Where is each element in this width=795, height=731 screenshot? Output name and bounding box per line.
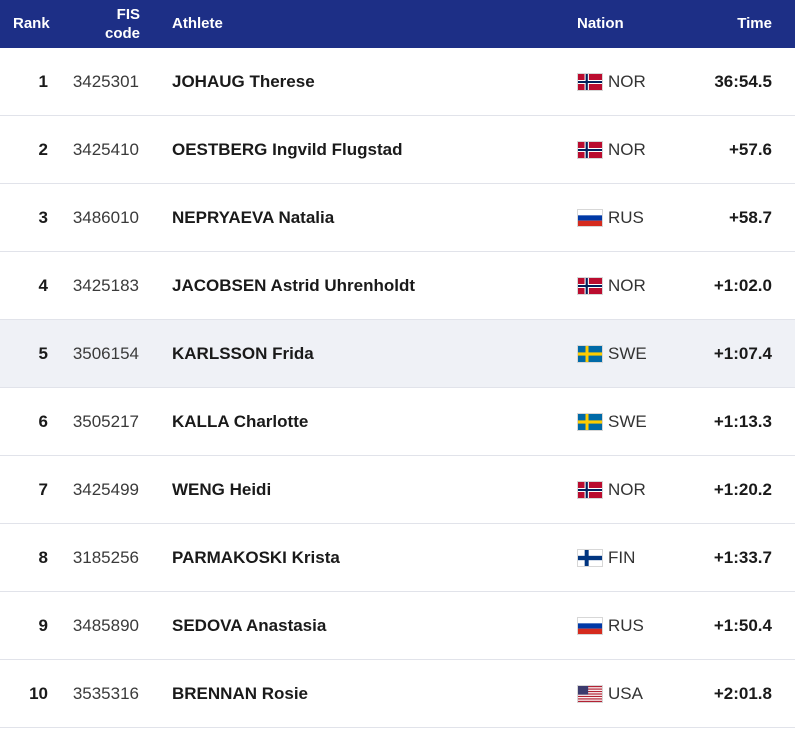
fis-code-cell: 3485890: [72, 616, 139, 635]
usa-flag-icon: [577, 685, 603, 703]
nation-code: SWE: [608, 412, 647, 431]
nation-code: NOR: [608, 276, 646, 295]
norway-flag-icon: [577, 73, 603, 91]
header-rank[interactable]: Rank: [13, 15, 50, 32]
norway-flag-icon: [577, 481, 603, 499]
time-cell: 36:54.5: [714, 72, 772, 91]
rank-cell: 8: [38, 548, 48, 567]
header-fis-code[interactable]: FIS code: [102, 5, 140, 43]
fis-code-cell: 3425183: [72, 276, 139, 295]
header-athlete[interactable]: Athlete: [172, 15, 223, 32]
athlete-name-link[interactable]: PARMAKOSKI Krista: [172, 548, 340, 567]
athlete-name-link[interactable]: OESTBERG Ingvild Flugstad: [172, 140, 403, 159]
header-nation[interactable]: Nation: [577, 15, 624, 32]
nation-code: USA: [608, 684, 643, 703]
header-fis-line1: FIS: [116, 6, 140, 23]
fis-code-cell: 3506154: [72, 344, 139, 363]
sweden-flag-icon: [577, 345, 603, 363]
table-row[interactable]: 3 3486010 NEPRYAEVA Natalia RUS +58.7: [0, 184, 795, 252]
time-cell: +2:01.8: [713, 684, 772, 703]
russia-flag-icon: [577, 617, 603, 635]
table-row[interactable]: 8 3185256 PARMAKOSKI Krista FIN +1:33.7: [0, 524, 795, 592]
table-body: 1 3425301 JOHAUG Therese NOR 36:54.5 2 342541…: [0, 48, 795, 728]
time-cell: +1:33.7: [713, 548, 772, 567]
fis-code-cell: 3486010: [72, 208, 139, 227]
time-cell: +1:20.2: [713, 480, 772, 499]
time-cell: +57.6: [728, 140, 772, 159]
table-row[interactable]: 1 3425301 JOHAUG Therese NOR 36:54.5: [0, 48, 795, 116]
fis-code-cell: 3425499: [72, 480, 139, 499]
nation-cell: NOR: [577, 480, 646, 500]
nation-code: NOR: [608, 480, 646, 499]
norway-flag-icon: [577, 141, 603, 159]
fis-code-cell: 3425410: [72, 140, 139, 159]
table-row[interactable]: 4 3425183 JACOBSEN Astrid Uhrenholdt NOR +1…: [0, 252, 795, 320]
nation-cell: NOR: [577, 276, 646, 296]
rank-cell: 1: [38, 72, 48, 91]
athlete-name-link[interactable]: JACOBSEN Astrid Uhrenholdt: [172, 276, 416, 295]
athlete-name-link[interactable]: JOHAUG Therese: [172, 72, 315, 91]
nation-cell: SWE: [577, 412, 647, 432]
fis-code-cell: 3535316: [72, 684, 139, 703]
finland-flag-icon: [577, 549, 603, 567]
time-cell: +1:50.4: [713, 616, 772, 635]
fis-code-cell: 3425301: [72, 72, 139, 91]
athlete-name-link[interactable]: WENG Heidi: [172, 480, 272, 499]
time-cell: +1:02.0: [713, 276, 772, 295]
table-row[interactable]: 7 3425499 WENG Heidi NOR +1:20.2: [0, 456, 795, 524]
rank-cell: 7: [38, 480, 48, 499]
header-fis-line2: code: [104, 25, 140, 42]
athlete-name-link[interactable]: KALLA Charlotte: [172, 412, 309, 431]
athlete-name-link[interactable]: KARLSSON Frida: [172, 344, 314, 363]
nation-code: FIN: [608, 548, 636, 567]
table-row[interactable]: 5 3506154 KARLSSON Frida SWE +1:07.4: [0, 320, 795, 388]
nation-code: RUS: [608, 616, 644, 635]
nation-cell: NOR: [577, 140, 646, 160]
russia-flag-icon: [577, 209, 603, 227]
athlete-name-link[interactable]: BRENNAN Rosie: [172, 684, 309, 703]
nation-code: SWE: [608, 344, 647, 363]
rank-cell: 2: [38, 140, 48, 159]
nation-code: NOR: [608, 140, 646, 159]
fis-code-cell: 3185256: [72, 548, 139, 567]
table-row[interactable]: 6 3505217 KALLA Charlotte SWE +1:13.3: [0, 388, 795, 456]
nation-code: NOR: [608, 72, 646, 91]
header-time[interactable]: Time: [737, 15, 772, 32]
rank-cell: 3: [38, 208, 48, 227]
nation-cell: RUS: [577, 616, 644, 636]
rank-cell: 10: [29, 684, 48, 703]
table-row[interactable]: 10 3535316 BRENNAN Rosie USA +2:01.8: [0, 660, 795, 728]
time-cell: +1:13.3: [713, 412, 772, 431]
nation-code: RUS: [608, 208, 644, 227]
nation-cell: USA: [577, 684, 643, 704]
norway-flag-icon: [577, 277, 603, 295]
table-row[interactable]: 2 3425410 OESTBERG Ingvild Flugstad NOR +57…: [0, 116, 795, 184]
fis-code-cell: 3505217: [72, 412, 139, 431]
rank-cell: 6: [38, 412, 48, 431]
nation-cell: SWE: [577, 344, 647, 364]
nation-cell: NOR: [577, 72, 646, 92]
nation-cell: FIN: [577, 548, 635, 568]
sweden-flag-icon: [577, 413, 603, 431]
time-cell: +58.7: [728, 208, 772, 227]
athlete-name-link[interactable]: SEDOVA Anastasia: [172, 616, 327, 635]
rank-cell: 9: [38, 616, 48, 635]
rank-cell: 5: [38, 344, 48, 363]
rank-cell: 4: [38, 276, 48, 295]
time-cell: +1:07.4: [713, 344, 772, 363]
table-row[interactable]: 9 3485890 SEDOVA Anastasia RUS +1:50.4: [0, 592, 795, 660]
athlete-name-link[interactable]: NEPRYAEVA Natalia: [172, 208, 335, 227]
nation-cell: RUS: [577, 208, 644, 228]
table-header: Rank FIS code Athlete Nation Time: [0, 0, 795, 48]
